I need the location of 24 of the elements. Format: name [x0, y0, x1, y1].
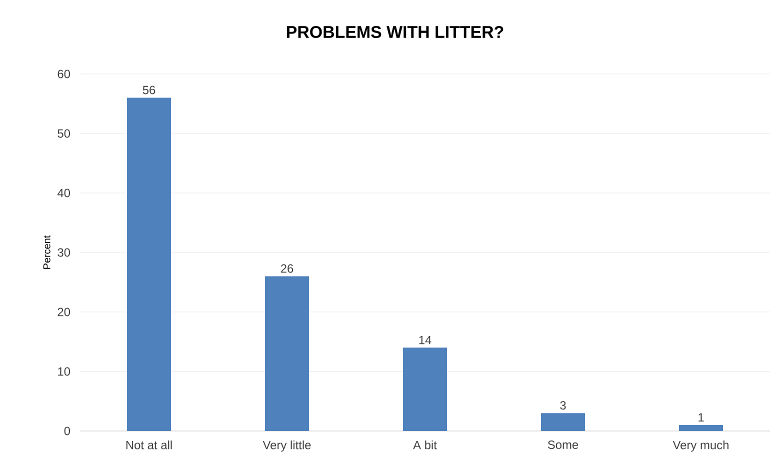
data-label: 3 [560, 401, 566, 410]
data-label: 14 [419, 336, 432, 344]
y-tick-label: 0 [64, 426, 70, 436]
bar [403, 348, 448, 431]
x-tick-label: Some [548, 440, 578, 449]
x-tick-label: A bit [413, 440, 437, 450]
y-tick-label: 60 [58, 70, 70, 78]
bar [265, 276, 310, 431]
y-tick-label: 30 [58, 248, 70, 257]
bar [679, 425, 724, 431]
x-tick-label: Very little [262, 440, 311, 452]
data-label: 26 [280, 264, 294, 273]
y-tick-label: 50 [58, 129, 70, 138]
y-axis-title: Percent [43, 235, 50, 269]
x-tick-label: Very much [672, 440, 728, 452]
y-tick-label: 40 [57, 188, 70, 198]
data-label: 1 [698, 413, 704, 422]
x-tick-label: Not at all [126, 440, 172, 450]
bar [541, 413, 586, 431]
bar [127, 98, 172, 431]
chart-title: PROBLEMS WITH LITTER? [287, 26, 504, 38]
data-label: 56 [142, 86, 156, 94]
y-tick-label: 20 [58, 308, 70, 316]
y-tick-label: 10 [58, 367, 70, 376]
